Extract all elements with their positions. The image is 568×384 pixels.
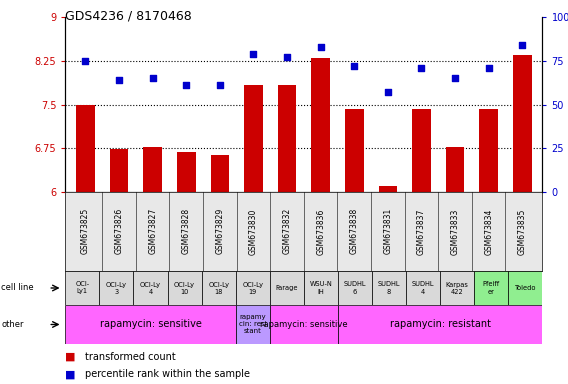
Point: [316, 44, 325, 50]
Text: GSM673834: GSM673834: [484, 208, 493, 255]
Text: Toledo: Toledo: [515, 285, 536, 291]
Text: SUDHL
6: SUDHL 6: [344, 281, 366, 295]
Text: GSM673828: GSM673828: [182, 208, 191, 255]
Bar: [270, 305, 338, 344]
Text: OCI-Ly
19: OCI-Ly 19: [243, 281, 263, 295]
Text: GSM673835: GSM673835: [518, 208, 527, 255]
Text: GSM673827: GSM673827: [148, 208, 157, 255]
Bar: [65, 271, 99, 305]
Bar: [177, 152, 195, 192]
Point: [249, 51, 258, 57]
Bar: [99, 271, 133, 305]
Text: GDS4236 / 8170468: GDS4236 / 8170468: [65, 10, 192, 23]
Text: GSM673825: GSM673825: [81, 208, 90, 255]
Bar: [479, 109, 498, 192]
Text: rapamy
cin: resi
stant: rapamy cin: resi stant: [239, 314, 266, 334]
Bar: [65, 305, 236, 344]
Text: GSM673838: GSM673838: [350, 208, 359, 255]
Bar: [406, 271, 440, 305]
Text: GSM673831: GSM673831: [383, 208, 392, 255]
Bar: [338, 305, 542, 344]
Bar: [513, 55, 532, 192]
Point: [383, 89, 392, 96]
Point: [215, 82, 224, 88]
Bar: [440, 271, 474, 305]
Bar: [379, 186, 397, 192]
Point: [115, 77, 124, 83]
Text: GSM673830: GSM673830: [249, 208, 258, 255]
Text: rapamycin: sensitive: rapamycin: sensitive: [99, 319, 202, 329]
Bar: [508, 271, 542, 305]
Bar: [270, 271, 304, 305]
Bar: [76, 105, 95, 192]
Bar: [244, 85, 263, 192]
Text: rapamycin: sensitive: rapamycin: sensitive: [260, 320, 348, 329]
Bar: [446, 147, 464, 192]
Point: [450, 75, 460, 81]
Text: OCI-Ly
18: OCI-Ly 18: [208, 281, 229, 295]
Point: [350, 63, 359, 69]
Text: GSM673829: GSM673829: [215, 208, 224, 255]
Bar: [144, 147, 162, 192]
Bar: [311, 58, 330, 192]
Text: rapamycin: resistant: rapamycin: resistant: [390, 319, 491, 329]
Bar: [345, 109, 364, 192]
Text: SUDHL
8: SUDHL 8: [378, 281, 400, 295]
Text: GSM673826: GSM673826: [115, 208, 124, 255]
Bar: [168, 271, 202, 305]
Bar: [372, 271, 406, 305]
Point: [518, 42, 527, 48]
Bar: [110, 149, 128, 192]
Text: WSU-N
IH: WSU-N IH: [310, 281, 332, 295]
Point: [282, 55, 291, 61]
Point: [417, 65, 426, 71]
Text: GSM673832: GSM673832: [283, 208, 291, 255]
Text: transformed count: transformed count: [85, 352, 176, 362]
Text: percentile rank within the sample: percentile rank within the sample: [85, 369, 250, 379]
Point: [182, 82, 191, 88]
Point: [148, 75, 157, 81]
Point: [81, 58, 90, 64]
Text: OCI-Ly
3: OCI-Ly 3: [106, 281, 127, 295]
Bar: [202, 271, 236, 305]
Bar: [236, 305, 270, 344]
Text: Karpas
422: Karpas 422: [446, 281, 469, 295]
Bar: [211, 155, 229, 192]
Text: other: other: [1, 320, 24, 329]
Text: OCI-Ly
10: OCI-Ly 10: [174, 281, 195, 295]
Bar: [133, 271, 168, 305]
Text: cell line: cell line: [1, 283, 34, 293]
Text: GSM673836: GSM673836: [316, 208, 325, 255]
Bar: [304, 271, 338, 305]
Bar: [474, 271, 508, 305]
Text: Pfeiff
er: Pfeiff er: [483, 281, 500, 295]
Text: ■: ■: [65, 352, 80, 362]
Text: ■: ■: [65, 369, 80, 379]
Bar: [412, 109, 431, 192]
Bar: [338, 271, 372, 305]
Bar: [236, 271, 270, 305]
Point: [484, 65, 493, 71]
Text: GSM673837: GSM673837: [417, 208, 426, 255]
Text: SUDHL
4: SUDHL 4: [412, 281, 435, 295]
Bar: [278, 85, 296, 192]
Text: Farage: Farage: [275, 285, 298, 291]
Text: OCI-
Ly1: OCI- Ly1: [76, 281, 89, 295]
Text: OCI-Ly
4: OCI-Ly 4: [140, 281, 161, 295]
Text: GSM673833: GSM673833: [450, 208, 460, 255]
